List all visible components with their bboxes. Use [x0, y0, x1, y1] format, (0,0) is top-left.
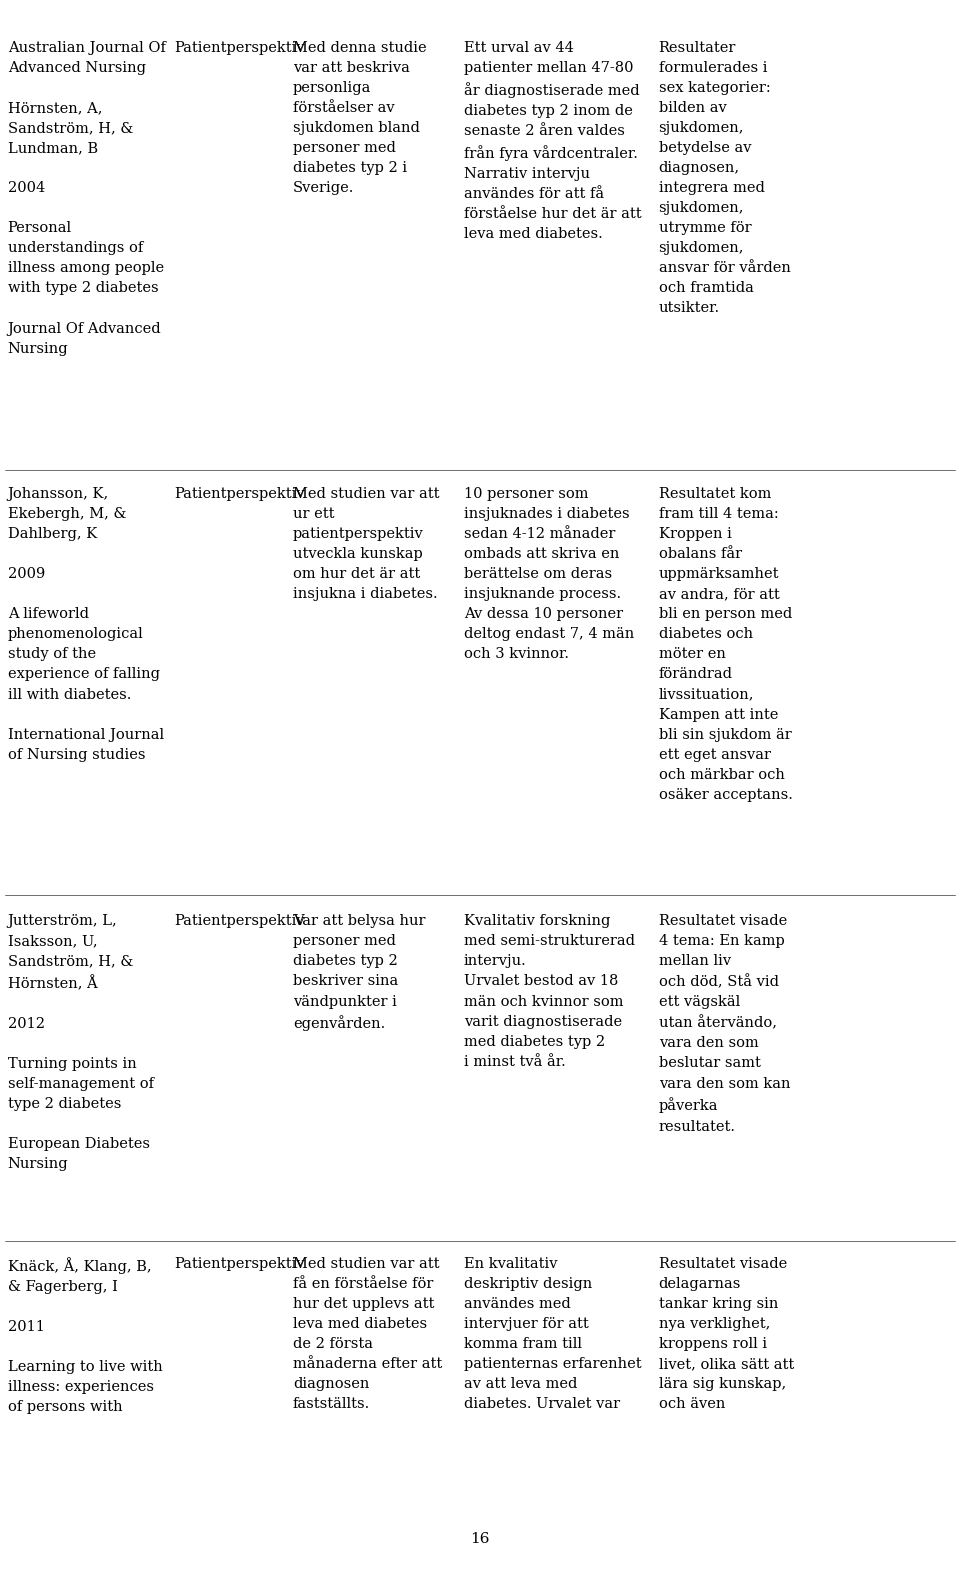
Text: Australian Journal Of
Advanced Nursing

Hörnsten, A,
Sandström, H, &
Lundman, B
: Australian Journal Of Advanced Nursing H… — [8, 41, 165, 355]
Text: Johansson, K,
Ekebergh, M, &
Dahlberg, K

2009

A lifeworld
phenomenological
stu: Johansson, K, Ekebergh, M, & Dahlberg, K… — [8, 487, 164, 762]
Text: Patientperspektiv: Patientperspektiv — [175, 487, 305, 501]
Text: 16: 16 — [470, 1532, 490, 1546]
Text: Jutterström, L,
Isaksson, U,
Sandström, H, &
Hörnsten, Å

2012

Turning points i: Jutterström, L, Isaksson, U, Sandström, … — [8, 914, 154, 1172]
Text: Resultatet visade
delagarnas
tankar kring sin
nya verklighet,
kroppens roll i
li: Resultatet visade delagarnas tankar krin… — [659, 1257, 794, 1411]
Text: Resultater
formulerades i
sex kategorier:
bilden av
sjukdomen,
betydelse av
diag: Resultater formulerades i sex kategorier… — [659, 41, 790, 316]
Text: Var att belysa hur
personer med
diabetes typ 2
beskriver sina
vändpunkter i
egen: Var att belysa hur personer med diabetes… — [293, 914, 425, 1032]
Text: 10 personer som
insjuknades i diabetes
sedan 4-12 månader
ombads att skriva en
b: 10 personer som insjuknades i diabetes s… — [464, 487, 634, 661]
Text: Resultatet visade
4 tema: En kamp
mellan liv
och död, Stå vid
ett vägskäl
utan å: Resultatet visade 4 tema: En kamp mellan… — [659, 914, 790, 1134]
Text: Ett urval av 44
patienter mellan 47-80
år diagnostiserade med
diabetes typ 2 ino: Ett urval av 44 patienter mellan 47-80 å… — [464, 41, 641, 240]
Text: Patientperspektiv: Patientperspektiv — [175, 1257, 305, 1271]
Text: Patientperspektiv: Patientperspektiv — [175, 914, 305, 928]
Text: Resultatet kom
fram till 4 tema:
Kroppen i
obalans får
uppmärksamhet
av andra, f: Resultatet kom fram till 4 tema: Kroppen… — [659, 487, 792, 801]
Text: Kvalitativ forskning
med semi-strukturerad
intervju.
Urvalet bestod av 18
män oc: Kvalitativ forskning med semi-strukturer… — [464, 914, 635, 1068]
Text: Knäck, Å, Klang, B,
& Fagerberg, I

2011

Learning to live with
illness: experie: Knäck, Å, Klang, B, & Fagerberg, I 2011 … — [8, 1257, 162, 1414]
Text: Patientperspektiv: Patientperspektiv — [175, 41, 305, 55]
Text: Med studien var att
ur ett
patientperspektiv
utveckla kunskap
om hur det är att
: Med studien var att ur ett patientperspe… — [293, 487, 440, 602]
Text: En kvalitativ
deskriptiv design
användes med
intervjuer för att
komma fram till
: En kvalitativ deskriptiv design användes… — [464, 1257, 641, 1411]
Text: Med denna studie
var att beskriva
personliga
förståelser av
sjukdomen bland
pers: Med denna studie var att beskriva person… — [293, 41, 426, 195]
Text: Med studien var att
få en förståelse för
hur det upplevs att
leva med diabetes
d: Med studien var att få en förståelse för… — [293, 1257, 442, 1411]
